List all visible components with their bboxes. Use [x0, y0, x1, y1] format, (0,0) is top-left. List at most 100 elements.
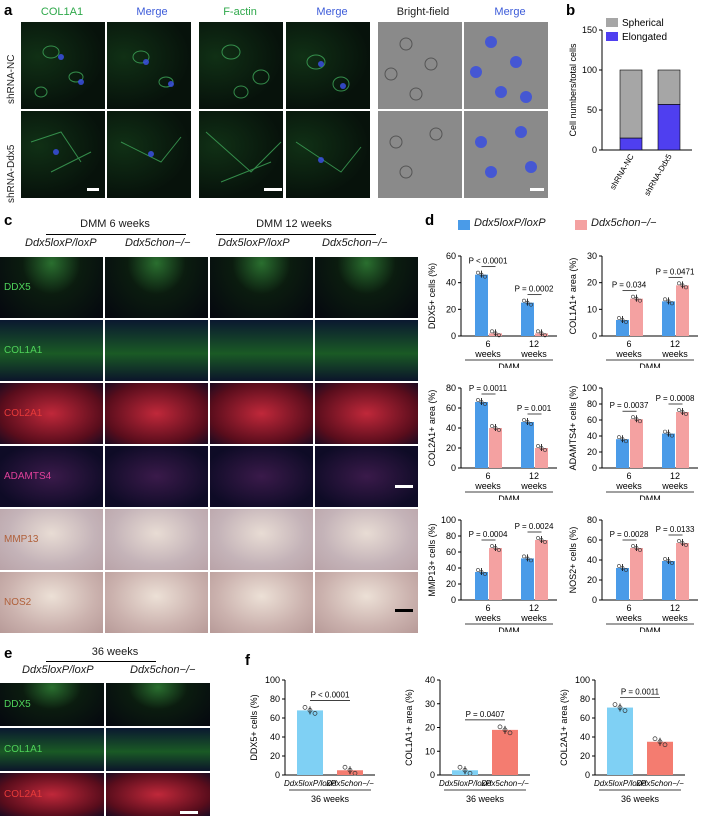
f-xtick-label: Ddx5loxP/loxP — [439, 779, 492, 788]
panel-c-micrograph-nos2-2 — [105, 572, 208, 633]
d-bar — [489, 548, 502, 600]
f-ytick-label: 30 — [425, 699, 435, 709]
d-xtick-label-num: 12 — [529, 603, 539, 613]
d-dot — [536, 444, 540, 448]
b-legend-swatch-elongated — [606, 32, 618, 41]
f-ylabel: COL2A1+ area (%) — [559, 689, 569, 766]
d-pvalue: P = 0.034 — [612, 281, 647, 290]
d-dot — [536, 329, 540, 334]
d-ytick-label: 20 — [446, 443, 456, 453]
panel-b-letter: b — [566, 2, 576, 19]
d-ytick-label: 0 — [451, 595, 456, 605]
panel-c-micrograph-mmp13-4 — [315, 509, 418, 570]
d-dot — [680, 410, 685, 414]
d-pvalue: P = 0.0471 — [656, 267, 695, 276]
d-dot — [476, 398, 480, 402]
panel-c-micrograph-col1a1-4 — [315, 320, 418, 381]
d-ytick-label: 80 — [587, 399, 597, 409]
f-xtick-label: Ddx5chon−/− — [326, 779, 374, 788]
f-dot — [497, 724, 503, 730]
d-dot — [522, 298, 526, 303]
b-bar-elongated — [619, 137, 643, 151]
panel-d-legend-ctrl: Ddx5loxP/loxP — [474, 217, 546, 229]
b-bar-spherical — [619, 69, 643, 139]
panel-d-legend-swatch-ko — [575, 220, 587, 230]
d-xtick-label-unit: weeks — [661, 349, 688, 359]
chart-b: 0 50 100 150 Cell numbers/total cells shRNA-N… — [568, 18, 692, 197]
f-dot — [347, 767, 353, 773]
d-bar — [521, 558, 534, 600]
d-dot — [543, 333, 547, 338]
d-dot — [638, 419, 642, 424]
d-xtick-label-num: 6 — [485, 339, 490, 349]
scale-bar-a1 — [87, 188, 99, 191]
d-dot — [493, 546, 498, 550]
d-dot — [543, 448, 547, 452]
d-ylabel: COL2A1+ area (%) — [427, 390, 437, 467]
d-dot — [670, 433, 674, 438]
d-dot — [476, 270, 480, 275]
d-dot — [529, 558, 533, 563]
d-xlabel: DMM — [498, 494, 520, 500]
d-ytick-label: 40 — [446, 423, 456, 433]
panel-d-legend-swatch-ctrl — [458, 220, 470, 230]
d-bar — [676, 412, 689, 468]
panel-c-micrograph-adamts4-3 — [210, 446, 313, 507]
d-ylabel: DDX5+ cells (%) — [427, 263, 437, 329]
panel-e-micrograph-ddx5-1 — [0, 683, 104, 726]
d-ytick-label: 0 — [592, 595, 597, 605]
d-ytick-label: 20 — [587, 575, 597, 585]
f-xtick-label: Ddx5chon−/− — [481, 779, 529, 788]
panel-e-header: 36 weeks — [91, 646, 139, 658]
f-dot — [662, 742, 668, 748]
d-dot — [539, 538, 544, 542]
d-xtick-label-unit: weeks — [661, 481, 688, 491]
d-dot — [677, 281, 681, 286]
panel-c-micrograph-mmp13-2 — [105, 509, 208, 570]
d-dot — [620, 437, 625, 442]
f-ytick-label: 60 — [580, 713, 590, 723]
d-bar — [630, 548, 643, 600]
f-xlabel: 36 weeks — [621, 794, 660, 804]
d-dot — [634, 417, 639, 422]
d-dot — [680, 541, 685, 545]
d-ytick-label: 20 — [446, 304, 456, 314]
panel-a-header-brightfield: Bright-field — [396, 6, 450, 18]
d-dot — [670, 301, 674, 306]
d-ytick-label: 0 — [451, 463, 456, 473]
f-ytick-label: 40 — [425, 675, 435, 685]
f-ytick-label: 80 — [270, 694, 280, 704]
d-dot — [479, 272, 484, 277]
d-dot — [631, 415, 635, 420]
d-xtick-label-unit: weeks — [661, 613, 688, 623]
panel-c-header-6w-rule — [46, 234, 186, 235]
d-pvalue: P < 0.0001 — [469, 257, 508, 266]
d-dot — [624, 320, 628, 324]
d-bar — [489, 428, 502, 468]
panel-c-micrograph-ddx5-1 — [0, 257, 103, 318]
d-dot — [624, 568, 628, 572]
chart-f1: 0 20 40 60 80 100 DDX5+ cells (%) Ddx5loxP/loxP… — [249, 675, 375, 804]
d-ylabel: NOS2+ cells (%) — [568, 527, 578, 594]
f-bar — [647, 741, 673, 775]
panel-c-micrograph-adamts4-2 — [105, 446, 208, 507]
b-legend-spherical: Spherical — [622, 18, 664, 29]
f-dot — [507, 730, 513, 736]
f-dot — [307, 708, 313, 713]
d-dot — [497, 548, 501, 552]
d-dot — [617, 316, 621, 320]
panel-c-scale-bar-1 — [395, 485, 413, 488]
panel-d-letter: d — [425, 212, 435, 229]
f-ytick-label: 100 — [265, 675, 280, 685]
d-ylabel: MMP13+ cells (%) — [427, 523, 437, 596]
d-ytick-label: 40 — [446, 278, 456, 288]
d-xtick-label-unit: weeks — [520, 613, 547, 623]
d-bar — [662, 301, 675, 336]
d-dot — [684, 285, 688, 290]
d-pvalue: P = 0.0037 — [610, 401, 649, 410]
f-dot — [342, 764, 348, 770]
chart-f2: 0 10 20 30 40 COL1A1+ area (%) Ddx5loxP/loxPDd… — [404, 675, 530, 804]
